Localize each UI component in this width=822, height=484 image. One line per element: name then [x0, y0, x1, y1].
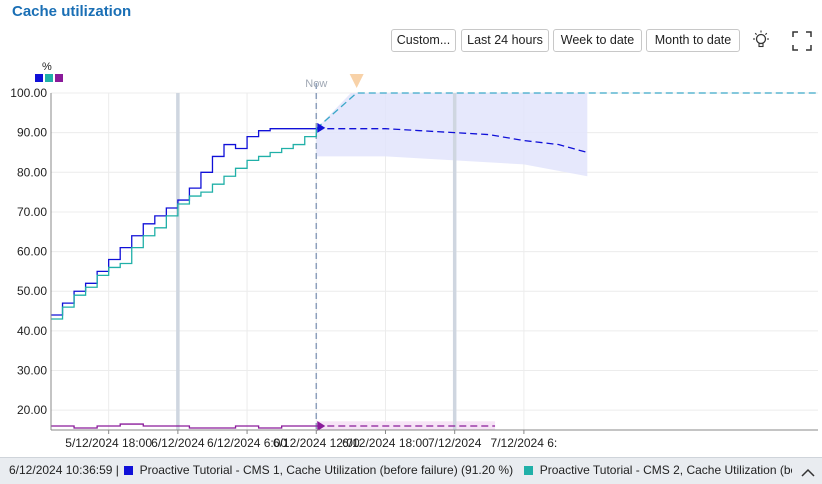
- status-timestamp: 6/12/2024 10:36:59: [9, 463, 113, 477]
- y-tick-label: 40.00: [17, 324, 47, 338]
- y-tick-label: 70.00: [17, 205, 47, 219]
- x-tick-label: 6/12/2024: [151, 436, 205, 450]
- status-entry-series1: Proactive Tutorial - CMS 1, Cache Utiliz…: [139, 463, 514, 477]
- status-swatch-series2: [524, 466, 534, 475]
- legend-swatch-series3: [55, 74, 63, 82]
- forecast-line-1: [316, 128, 588, 154]
- legend-swatch-series1: [35, 74, 43, 82]
- series-line-2: [51, 128, 317, 320]
- y-tick-label: 80.00: [17, 165, 47, 179]
- status-bar: 6/12/2024 10:36:59 | Proactive Tutorial …: [0, 457, 822, 484]
- y-tick-label: 50.00: [17, 284, 47, 298]
- month-to-date-button[interactable]: Month to date: [646, 29, 740, 52]
- y-unit-label: %: [42, 61, 52, 73]
- x-tick-label: 5/12/2024 18:00: [65, 436, 152, 450]
- forecast-band: [316, 93, 588, 177]
- cache-utilization-chart: 100.00 90.00 80.00 70.00 60.00 50.00 40.00 30.0…: [10, 74, 818, 450]
- chevron-up-icon[interactable]: [800, 464, 816, 478]
- y-tick-label: 100.00: [10, 86, 47, 100]
- week-to-date-button[interactable]: Week to date: [553, 29, 642, 52]
- y-tick-label: 60.00: [17, 245, 47, 259]
- threshold-marker: [349, 74, 364, 88]
- custom-range-button[interactable]: Custom...: [391, 29, 456, 52]
- status-entry-series2: Proactive Tutorial - CMS 2, Cache Utiliz…: [539, 463, 792, 477]
- now-marker-1: [317, 122, 326, 133]
- now-label: Now: [305, 78, 327, 90]
- legend-swatch-series2: [45, 74, 53, 82]
- now-marker-2: [317, 421, 326, 432]
- y-tick-label: 20.00: [17, 403, 47, 417]
- x-tick-label: 7/12/2024 6:: [491, 436, 558, 450]
- y-tick-label: 90.00: [17, 126, 47, 140]
- x-tick-label: 6/12/2024 18:00: [342, 436, 429, 450]
- x-tick-label: 6/12/2024 6:00: [207, 436, 287, 450]
- series-line-3: [51, 423, 317, 429]
- y-tick-label: 30.00: [17, 364, 47, 378]
- forecast-line-2: [315, 92, 818, 130]
- chart-title: Cache utilization: [12, 3, 132, 20]
- status-swatch-series1: [124, 466, 134, 475]
- fullscreen-icon[interactable]: [790, 29, 814, 53]
- last-24-hours-button[interactable]: Last 24 hours: [461, 29, 549, 52]
- lightbulb-icon[interactable]: [749, 29, 773, 53]
- x-tick-label: 6/12/2024 12:00: [273, 436, 360, 450]
- x-tick-label: 7/12/2024: [428, 436, 482, 450]
